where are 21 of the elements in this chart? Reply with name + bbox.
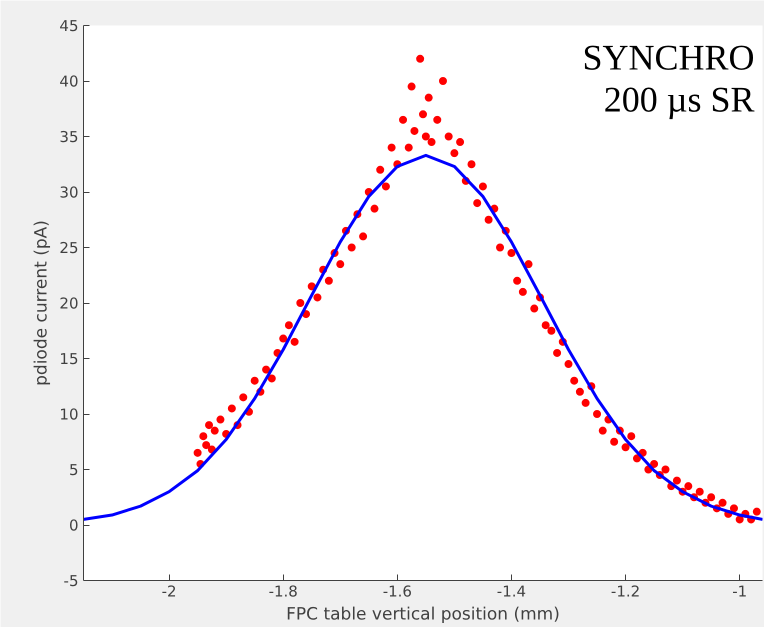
y-tick-label: 10	[59, 406, 79, 424]
y-tick-label: 15	[59, 350, 79, 368]
y-axis-title: pdiode current (pA)	[31, 220, 52, 386]
annotation: 200 µs SR	[604, 80, 755, 120]
y-tick-label: 45	[59, 17, 79, 35]
x-tick-label: -1.2	[610, 582, 640, 600]
y-tick-label: 5	[68, 461, 79, 479]
y-tick-label: -5	[64, 572, 79, 590]
x-tick-label: -1	[732, 582, 748, 600]
x-tick-label: -1.8	[268, 582, 298, 600]
y-tick-label: 0	[68, 516, 79, 534]
x-axis-title: FPC table vertical position (mm)	[286, 604, 560, 624]
y-tick-label: 25	[59, 239, 79, 257]
x-tick-label: -1.6	[382, 582, 412, 600]
x-tick-label: -1.4	[496, 582, 526, 600]
y-tick-label: 40	[59, 72, 79, 90]
y-tick-label: 35	[59, 128, 79, 146]
x-tick-label: -2	[162, 582, 177, 600]
y-tick-label: 20	[59, 294, 79, 312]
y-tick-label: 30	[59, 184, 79, 202]
annotation: SYNCHRO	[582, 38, 755, 78]
